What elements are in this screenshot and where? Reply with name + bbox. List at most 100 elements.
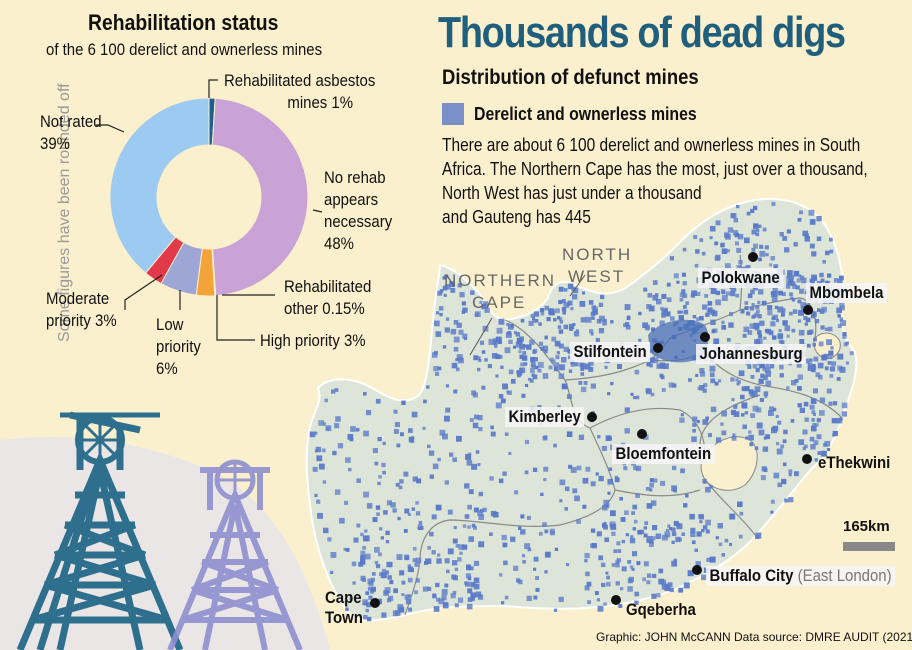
mine-dot bbox=[370, 589, 375, 594]
mine-dot bbox=[789, 278, 794, 283]
mine-dot bbox=[780, 340, 785, 345]
mine-dot bbox=[765, 371, 772, 377]
mine-dot bbox=[322, 480, 327, 484]
mine-dot bbox=[837, 324, 842, 328]
mine-dot bbox=[526, 595, 532, 601]
mine-dot bbox=[728, 322, 734, 328]
mine-dot bbox=[663, 363, 669, 369]
mine-dot bbox=[671, 560, 678, 567]
mine-dot bbox=[625, 533, 629, 537]
mine-dot bbox=[744, 306, 749, 311]
mine-dot bbox=[533, 357, 538, 362]
mine-dot bbox=[786, 229, 791, 234]
mine-dot bbox=[822, 260, 826, 264]
mine-dot bbox=[458, 357, 464, 364]
mine-dot bbox=[680, 413, 684, 417]
mine-dot bbox=[524, 439, 530, 445]
mine-dot bbox=[714, 241, 719, 246]
mine-dot bbox=[656, 298, 662, 305]
mine-dot bbox=[564, 486, 570, 492]
mine-dot bbox=[770, 510, 774, 514]
mine-dot bbox=[706, 309, 712, 315]
mine-dot bbox=[559, 317, 563, 321]
mine-dot bbox=[438, 306, 444, 311]
mine-dot bbox=[791, 380, 797, 386]
mine-dot bbox=[318, 420, 325, 426]
mine-dot bbox=[802, 230, 808, 237]
mine-dot bbox=[635, 465, 642, 472]
mine-dot bbox=[498, 478, 504, 484]
mine-dot bbox=[490, 425, 494, 430]
mine-dot bbox=[487, 364, 492, 369]
mine-dot bbox=[689, 513, 695, 520]
mine-dot bbox=[646, 538, 651, 543]
mine-dot bbox=[458, 544, 464, 550]
mine-dot bbox=[679, 417, 685, 423]
map-subtitle: Distribution of defunct mines bbox=[442, 66, 699, 89]
donut-segment-no-rehab-appears-necessary bbox=[211, 97, 309, 297]
intro-line: There are about 6 100 derelict and owner… bbox=[442, 135, 861, 155]
mine-dot bbox=[532, 319, 536, 323]
mine-dot bbox=[363, 491, 369, 498]
mine-dot bbox=[636, 561, 641, 566]
mine-dot bbox=[661, 388, 666, 392]
mine-dot bbox=[770, 291, 775, 295]
mine-dot bbox=[770, 256, 775, 261]
mine-dot bbox=[789, 311, 793, 316]
mine-dot bbox=[671, 531, 677, 537]
mine-dot bbox=[404, 508, 410, 514]
mine-dot bbox=[521, 393, 526, 398]
mine-dot bbox=[801, 277, 807, 284]
mine-dot bbox=[820, 278, 825, 283]
mine-dot bbox=[799, 407, 805, 413]
mine-dot bbox=[504, 347, 511, 354]
mine-dot bbox=[501, 534, 507, 541]
mine-dot bbox=[470, 592, 476, 598]
mine-dot bbox=[717, 523, 723, 529]
mine-dot bbox=[602, 505, 608, 511]
mine-dot bbox=[772, 407, 777, 412]
mine-dot bbox=[436, 597, 441, 602]
marker-gqeberha bbox=[611, 595, 621, 605]
mine-dot bbox=[634, 600, 639, 605]
mine-dot bbox=[730, 213, 736, 218]
mine-dot bbox=[534, 319, 539, 323]
mine-dot bbox=[624, 510, 629, 515]
mine-dot bbox=[393, 588, 398, 594]
mine-dot bbox=[438, 598, 445, 605]
intro-text: There are about 6 100 derelict and owner… bbox=[442, 133, 889, 229]
mine-dot bbox=[694, 263, 699, 268]
donut-leaders bbox=[96, 79, 323, 341]
mine-dot bbox=[813, 413, 816, 416]
mine-dot bbox=[668, 382, 674, 388]
mine-dot bbox=[809, 243, 815, 249]
mine-dot bbox=[715, 536, 719, 540]
mine-dot bbox=[382, 470, 386, 475]
mine-dot bbox=[731, 435, 737, 441]
mine-dot bbox=[699, 316, 704, 321]
mine-dot bbox=[795, 285, 800, 290]
mine-dot bbox=[363, 614, 368, 620]
mine-dot bbox=[364, 529, 368, 533]
mine-dot bbox=[755, 309, 760, 314]
mine-dot bbox=[597, 605, 604, 612]
mine-dot bbox=[750, 208, 755, 213]
mine-dot bbox=[585, 316, 592, 323]
mine-dot bbox=[807, 362, 813, 367]
mine-dot bbox=[656, 593, 661, 598]
mine-dot bbox=[628, 576, 634, 582]
mine-dot bbox=[660, 306, 664, 311]
mine-dot bbox=[605, 504, 610, 509]
mine-dot bbox=[808, 209, 815, 216]
mine-dot bbox=[467, 504, 472, 510]
mine-dot bbox=[520, 529, 526, 535]
mine-dot bbox=[646, 362, 651, 367]
mine-dot bbox=[691, 436, 697, 442]
mine-dot bbox=[568, 369, 573, 373]
mine-dot bbox=[479, 300, 483, 304]
mine-dot bbox=[433, 366, 439, 372]
mine-dot bbox=[478, 514, 485, 520]
mine-dot bbox=[678, 537, 682, 542]
